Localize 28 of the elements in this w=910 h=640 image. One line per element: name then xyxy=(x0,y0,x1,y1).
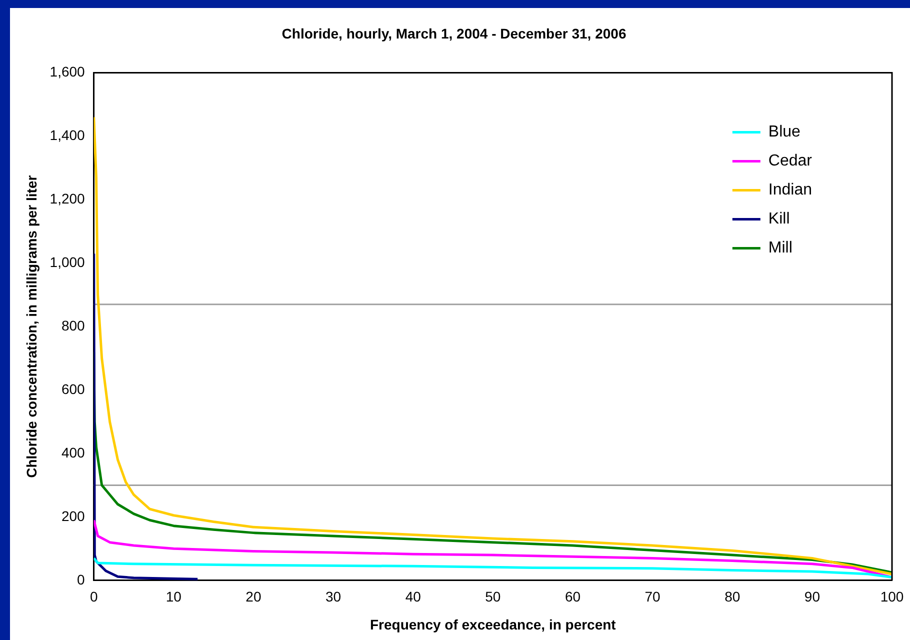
y-tick-label: 1,200 xyxy=(50,190,86,207)
y-tick-label: 200 xyxy=(61,508,86,524)
x-axis-title: Frequency of exceedance, in percent xyxy=(370,616,616,632)
x-tick-label: 0 xyxy=(90,588,98,605)
legend-label: Indian xyxy=(768,182,812,199)
x-tick-label: 40 xyxy=(405,588,422,605)
x-tick-label: 50 xyxy=(485,588,501,605)
x-tick-label: 20 xyxy=(246,588,262,605)
x-tick-label: 90 xyxy=(804,588,820,605)
x-tick-label: 10 xyxy=(166,588,182,605)
y-tick-label: 0 xyxy=(77,571,86,588)
y-tick-label: 1,600 xyxy=(50,64,86,80)
y-tick-label: 600 xyxy=(61,380,86,397)
y-tick-label: 1,000 xyxy=(50,254,86,270)
x-tick-label: 80 xyxy=(724,588,740,605)
x-tick-label: 30 xyxy=(325,588,342,605)
legend-label: Mill xyxy=(768,240,792,257)
x-tick-label: 70 xyxy=(644,588,661,605)
legend-label: Kill xyxy=(768,210,790,228)
y-tick-label: 800 xyxy=(61,317,86,334)
y-tick-label: 400 xyxy=(61,444,86,460)
legend-label: Blue xyxy=(768,124,801,141)
x-tick-label: 60 xyxy=(564,588,581,605)
x-tick-label: 100 xyxy=(880,588,904,605)
chart-title: Chloride, hourly, March 1, 2004 - December 31, 2006 xyxy=(282,25,626,42)
y-axis-title: Chloride concentration, in milligrams per liter xyxy=(23,174,40,478)
y-tick-label: 1,400 xyxy=(50,127,86,144)
legend-label: Cedar xyxy=(768,152,813,170)
